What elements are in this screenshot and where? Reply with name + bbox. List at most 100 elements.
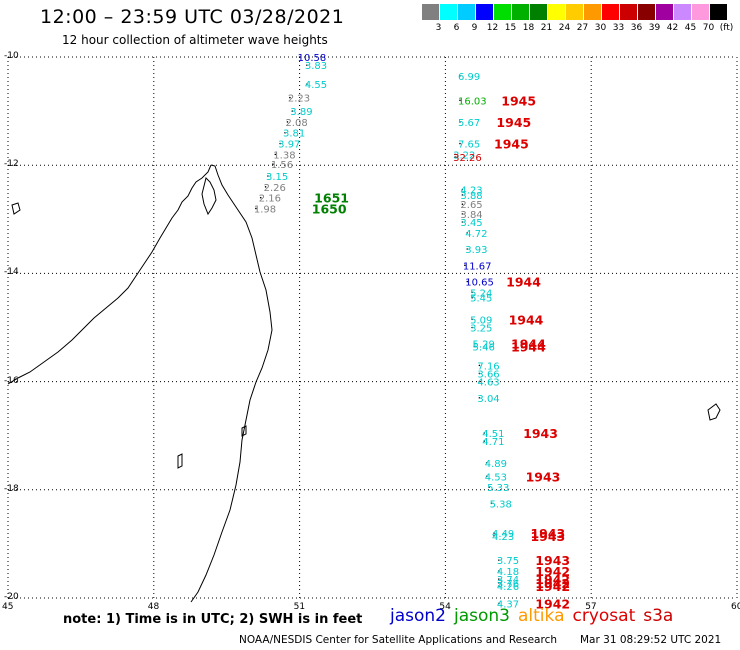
time-label: 1943 (523, 426, 558, 441)
track-point (274, 153, 277, 156)
track-point (471, 318, 473, 321)
wave-height-label: 10.58 (298, 53, 327, 64)
time-label: 1943 (535, 553, 570, 568)
coastline (7, 164, 721, 603)
wave-height-label: 3.83 (305, 61, 327, 72)
time-label: 1942 (535, 579, 570, 594)
wave-height-label: 5.24 (470, 288, 492, 299)
islet-2 (241, 425, 247, 437)
scale-label: 9 (471, 23, 478, 33)
scale-swatch (674, 4, 691, 20)
time-label: 1944 (511, 337, 546, 352)
legend-entry: jason3 (454, 606, 510, 626)
scale-label: 21 (540, 23, 553, 33)
track-point (498, 559, 500, 561)
wave-height-label: 2.26 (264, 183, 286, 194)
wave-height-label: 3.88 (460, 191, 482, 202)
track-point (459, 75, 461, 77)
track-point (498, 578, 500, 580)
time-label: 1942 (535, 576, 570, 591)
wave-height-label: 5.33 (487, 483, 509, 494)
track-point (478, 380, 481, 383)
wave-height-label: 7.16 (477, 361, 499, 372)
wave-height-label: 5.45 (470, 294, 492, 305)
scale-label: 45 (684, 23, 697, 33)
wave-height-label: 2.23 (288, 94, 310, 105)
wave-height-label: 4.23 (460, 186, 482, 197)
longitude-label: 54 (439, 602, 451, 612)
track-point (291, 110, 294, 112)
wave-height-label: 3.15 (266, 172, 288, 183)
legend-entry: cryosat (572, 606, 636, 626)
scale-label: (ft) (719, 23, 734, 33)
wave-height-label: 3.75 (497, 556, 519, 567)
wave-height-label: 5.09 (470, 315, 492, 326)
scale-swatch (602, 4, 619, 20)
wave-height-label: 4.37 (497, 599, 519, 610)
track-point (264, 186, 267, 188)
longitude-label: 51 (293, 602, 306, 612)
wave-height-label: 2.08 (285, 118, 307, 129)
graticule (7, 56, 738, 599)
scale-swatch (620, 4, 637, 20)
latitude-label: -16 (4, 375, 19, 386)
track-point (461, 188, 464, 191)
scale-swatch (422, 4, 439, 20)
islet-3 (177, 453, 183, 469)
scale-label: 42 (666, 23, 679, 33)
scale-label: 15 (504, 23, 517, 33)
map-title: 12:00 – 23:59 UTC 03/28/2021 (40, 6, 345, 28)
track-point (259, 196, 262, 199)
scale-swatch (656, 4, 673, 20)
scale-swatch (638, 4, 655, 20)
track-point (488, 486, 490, 488)
track-point (478, 364, 481, 367)
track-point (471, 296, 473, 299)
scale-label: 70 (702, 23, 715, 33)
track-point (461, 203, 464, 205)
scale-label: 39 (648, 23, 661, 33)
scale-label: 3 (435, 23, 442, 33)
wave-height-label: 4.53 (485, 472, 507, 483)
scale-swatch (440, 4, 457, 20)
track-point (306, 64, 308, 66)
wave-height-label: 4.18 (497, 567, 519, 578)
track-point (267, 175, 269, 177)
scale-swatch (566, 4, 583, 20)
wave-height-label: 3.76 (497, 579, 519, 590)
cryosat-track (454, 75, 500, 605)
scale-swatch (476, 4, 493, 20)
scale-label: 27 (576, 23, 589, 33)
track-point (459, 99, 461, 102)
legend-entry: altika (518, 606, 565, 626)
time-label: 1942 (535, 564, 570, 579)
time-label: 1943 (530, 529, 565, 544)
jason3-track (255, 56, 308, 210)
track-point (461, 213, 464, 215)
time-label: 1651 (314, 191, 349, 206)
wave-height-label: 6.99 (458, 72, 480, 83)
track-point (478, 372, 481, 375)
madagascar-inset-coast (201, 177, 217, 216)
wave-height-label: 4.26 (497, 582, 519, 593)
track-point (471, 291, 473, 294)
wave-height-label: 3.45 (460, 218, 482, 229)
latitude-label: -20 (4, 592, 19, 602)
timestamp: Mar 31 08:29:52 UTC 2021 (580, 634, 722, 646)
track-point (473, 342, 476, 345)
track-point (272, 163, 274, 165)
satellite-legend: jason2 jason3 altika cryosat s3a (390, 606, 681, 626)
legend-entry: jason2 (390, 606, 446, 626)
longitude-label: 60 (731, 602, 740, 612)
wave-height-label: 4.55 (305, 80, 327, 91)
track-point (459, 142, 461, 145)
track-point (485, 475, 488, 478)
scale-label: 6 (453, 23, 460, 33)
track-point (286, 121, 289, 123)
track-point (498, 570, 500, 572)
track-point (464, 264, 466, 267)
latitude-label: -12 (4, 159, 19, 170)
track-point (279, 142, 281, 145)
islet-1 (11, 202, 21, 215)
